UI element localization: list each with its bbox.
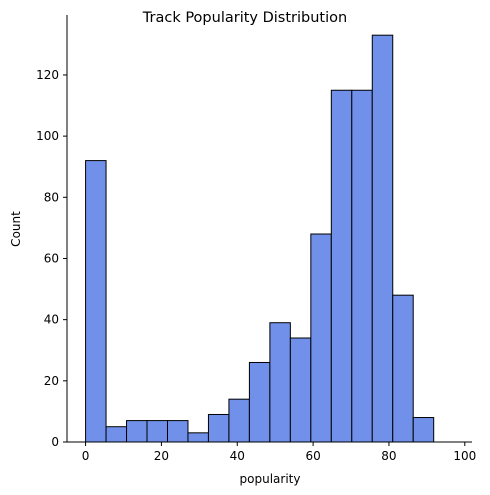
y-tick-label: 20 bbox=[44, 374, 59, 388]
y-tick-label: 0 bbox=[51, 435, 59, 449]
x-tick-label: 20 bbox=[154, 449, 169, 463]
y-ticks-group: 0 20 40 60 80 100 120 bbox=[36, 68, 67, 449]
bars-group bbox=[85, 34, 435, 443]
y-tick-label: 100 bbox=[36, 129, 59, 143]
histogram-bar bbox=[371, 34, 394, 443]
histogram-bar bbox=[392, 294, 414, 443]
histogram-bar bbox=[146, 420, 168, 443]
histogram-bar bbox=[351, 89, 373, 443]
histogram-bar bbox=[269, 322, 291, 443]
x-tick-label: 40 bbox=[230, 449, 245, 463]
histogram-bar bbox=[310, 233, 332, 443]
y-tick-label: 60 bbox=[44, 251, 59, 265]
x-tick-label: 80 bbox=[381, 449, 396, 463]
histogram-bar bbox=[126, 420, 148, 443]
histogram-bar bbox=[330, 89, 353, 443]
y-tick-label: 40 bbox=[44, 313, 59, 327]
histogram-bar bbox=[289, 337, 312, 443]
histogram-bar bbox=[187, 432, 209, 443]
x-ticks-group: 0 20 40 60 80 100 bbox=[82, 442, 476, 463]
chart-title: Track Popularity Distribution bbox=[142, 10, 347, 26]
histogram-bar bbox=[166, 420, 189, 443]
histogram-bar bbox=[228, 398, 250, 443]
x-axis-label: popularity bbox=[240, 472, 301, 486]
x-tick-label: 60 bbox=[305, 449, 320, 463]
x-tick-label: 100 bbox=[453, 449, 476, 463]
x-tick-label: 0 bbox=[82, 449, 90, 463]
y-tick-label: 80 bbox=[44, 190, 59, 204]
histogram-bar bbox=[105, 426, 128, 443]
histogram-bar bbox=[412, 417, 435, 443]
histogram-bar bbox=[207, 413, 230, 443]
y-axis-label: Count bbox=[9, 211, 23, 247]
histogram-bar bbox=[248, 361, 271, 443]
y-tick-label: 120 bbox=[36, 68, 59, 82]
histogram-bar bbox=[85, 160, 107, 443]
